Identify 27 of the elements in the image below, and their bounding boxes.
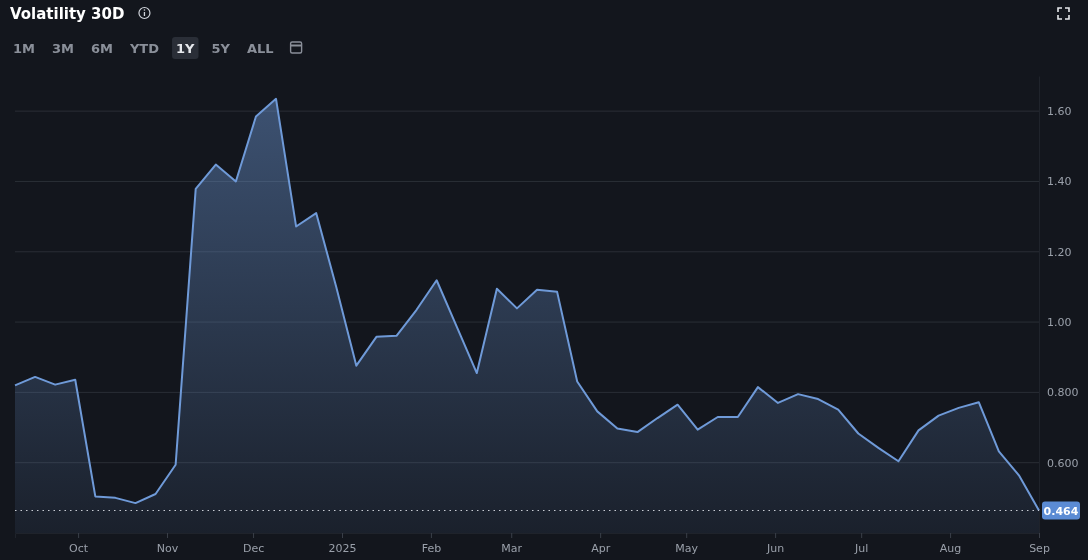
- x-tick-label: Feb: [421, 541, 442, 555]
- y-tick-label: 0.600: [1047, 456, 1079, 470]
- y-tick-label: 1.20: [1047, 245, 1072, 259]
- text: ALL: [246, 41, 274, 56]
- y-tick-label: 1.00: [1047, 316, 1072, 330]
- chart-title: Volatility 30D: [10, 5, 125, 23]
- x-tick-label: 2025: [328, 541, 357, 555]
- x-tick-label: Aug: [939, 541, 962, 555]
- ref-line-label: 0.464: [1043, 504, 1079, 518]
- x-tick-label: Oct: [69, 541, 89, 555]
- y-tick-label: 0.800: [1047, 386, 1079, 400]
- text: YTD: [128, 41, 160, 56]
- text: 6M: [90, 41, 113, 56]
- y-tick-label: 1.40: [1047, 175, 1072, 189]
- x-tick-label: May: [675, 541, 699, 555]
- x-tick-label: Mar: [501, 541, 523, 555]
- text: 5Y: [211, 41, 231, 56]
- x-tick-label: Jun: [766, 541, 785, 555]
- x-tick-label: Apr: [591, 541, 611, 555]
- x-tick-label: Sep: [1029, 541, 1050, 555]
- x-tick-label: Jul: [854, 541, 869, 555]
- x-tick-label: Nov: [156, 541, 179, 555]
- text: 1M: [13, 41, 35, 56]
- text: 3M: [51, 41, 74, 56]
- y-tick-label: 1.60: [1047, 105, 1072, 119]
- text: 1Y: [176, 41, 196, 56]
- x-tick-label: Dec: [242, 541, 265, 555]
